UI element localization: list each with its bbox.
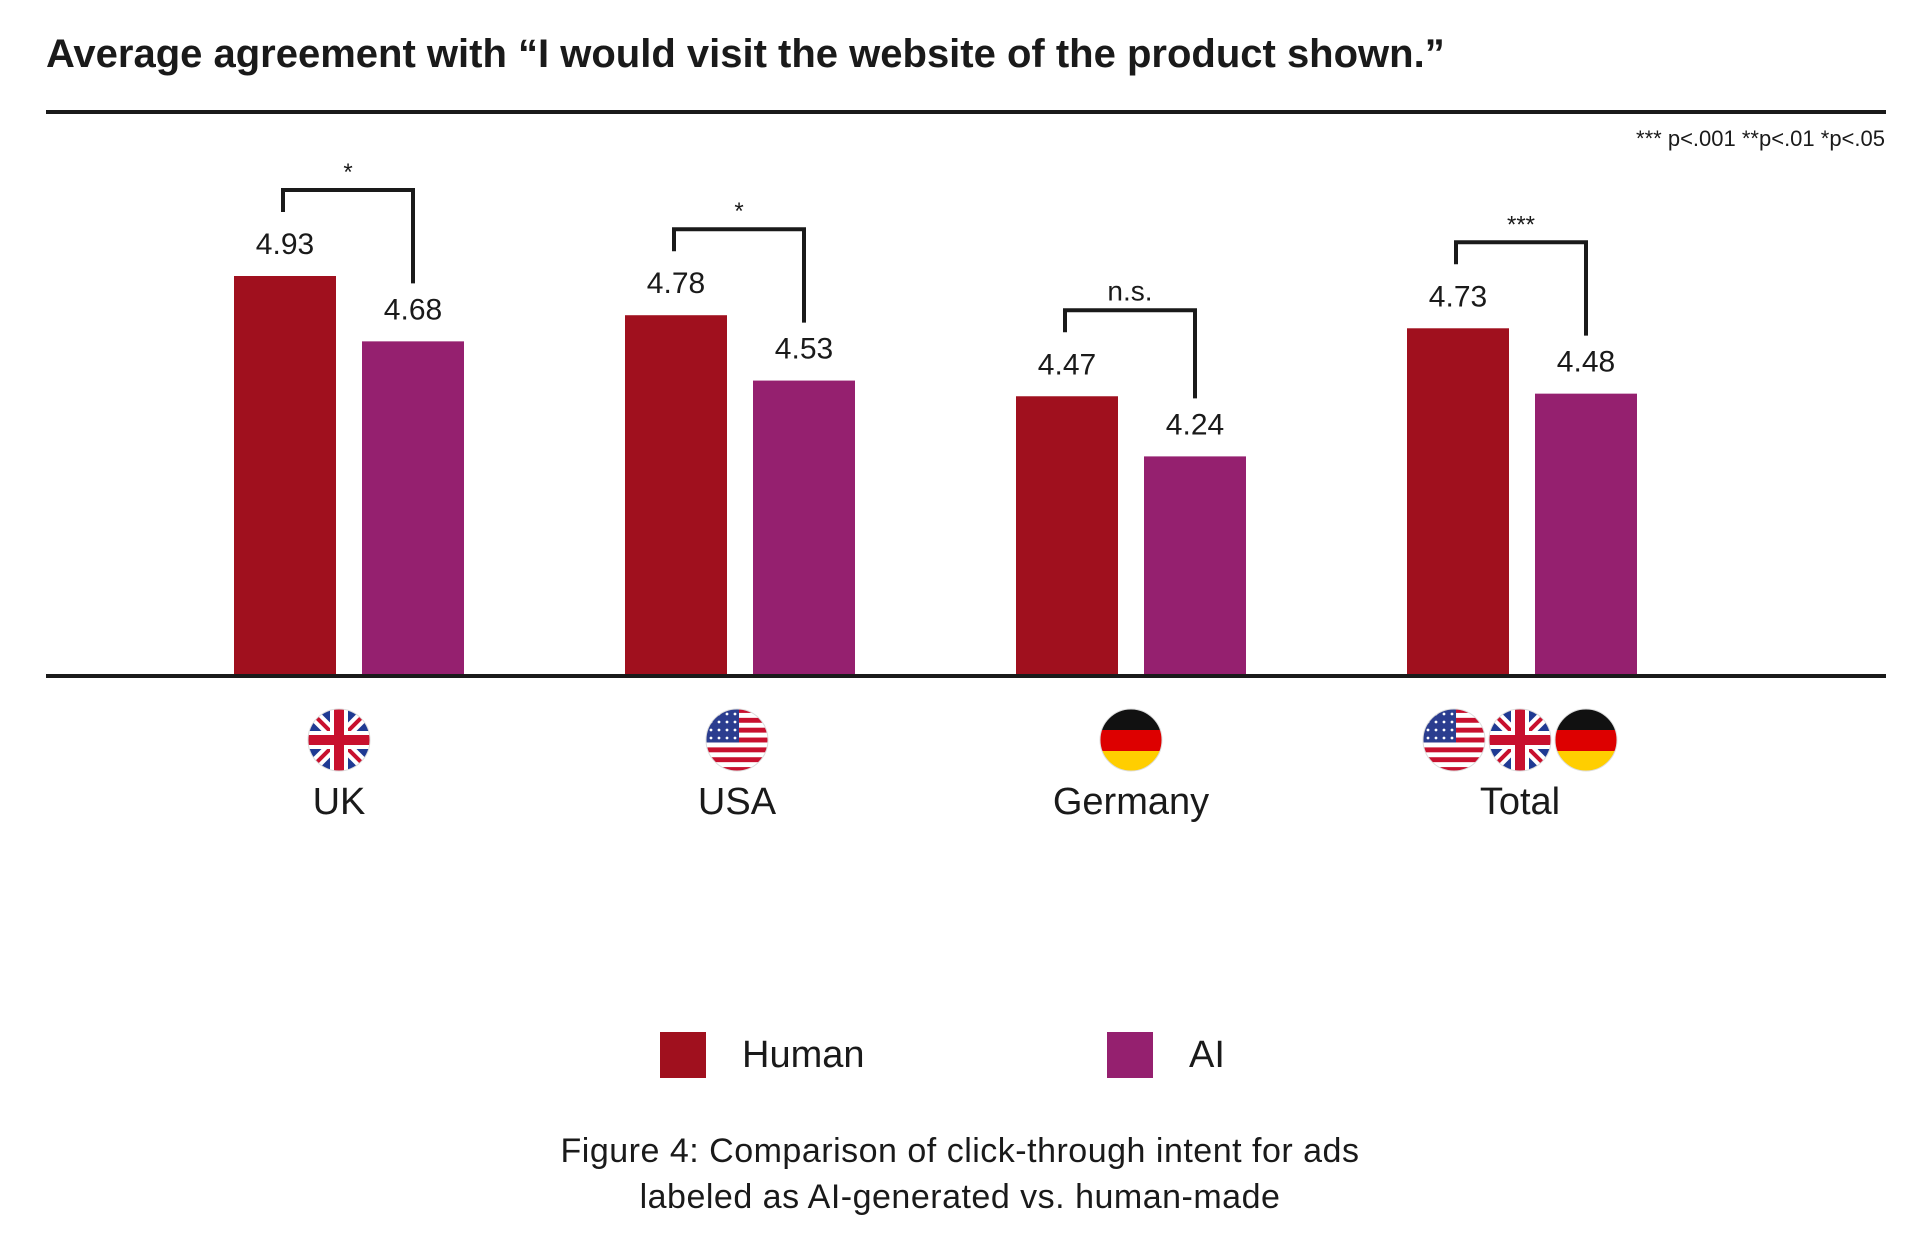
uk-flag-icon	[307, 708, 371, 772]
bar-germany-ai	[1144, 456, 1246, 676]
value-label-total-human: 4.73	[1429, 280, 1487, 313]
figure-caption: Figure 4: Comparison of click-through in…	[360, 1128, 1560, 1220]
germany-flag-icon	[1554, 708, 1618, 772]
category-label-total: Total	[1480, 781, 1560, 823]
usa-flag-icon	[705, 708, 769, 772]
value-label-uk-human: 4.93	[256, 228, 314, 261]
legend-label-human: Human	[742, 1033, 865, 1076]
value-label-germany-ai: 4.24	[1166, 408, 1224, 441]
significance-label-usa: *	[734, 198, 743, 225]
significance-label-germany: n.s.	[1107, 275, 1152, 306]
significance-note: *** p<.001 **p<.01 *p<.05	[1636, 126, 1885, 151]
uk-flag-icon	[1488, 708, 1552, 772]
bar-uk-ai	[362, 341, 464, 676]
value-label-total-ai: 4.48	[1557, 346, 1615, 379]
bar-germany-human	[1016, 396, 1118, 676]
bar-total-ai	[1535, 393, 1637, 676]
legend: Human AI	[660, 1030, 1260, 1080]
value-label-germany-human: 4.47	[1038, 348, 1096, 381]
category-label-germany: Germany	[1053, 781, 1209, 823]
legend-item-ai: AI	[1107, 1030, 1225, 1080]
category-label-usa: USA	[698, 781, 777, 823]
chart-title: Average agreement with “I would visit th…	[46, 32, 1445, 76]
value-label-usa-human: 4.78	[647, 267, 705, 300]
category-label-uk: UK	[313, 781, 366, 823]
legend-swatch-ai	[1107, 1032, 1153, 1078]
caption-line-1: Figure 4: Comparison of click-through in…	[560, 1132, 1360, 1170]
bar-uk-human	[234, 276, 336, 676]
legend-label-ai: AI	[1189, 1033, 1225, 1076]
usa-flag-icon	[1422, 708, 1486, 772]
caption-line-2: labeled as AI-generated vs. human-made	[639, 1178, 1281, 1216]
legend-swatch-human	[660, 1032, 706, 1078]
value-label-uk-ai: 4.68	[384, 293, 442, 326]
bar-usa-ai	[753, 380, 855, 676]
significance-label-uk: *	[343, 159, 352, 186]
germany-flag-icon	[1099, 708, 1163, 772]
significance-bracket-total	[1454, 240, 1588, 336]
bar-total-human	[1407, 328, 1509, 676]
bar-usa-human	[625, 315, 727, 676]
significance-bracket-uk	[281, 188, 415, 284]
significance-bracket-germany	[1063, 308, 1197, 399]
value-label-usa-ai: 4.53	[775, 333, 833, 366]
significance-label-total: ***	[1507, 211, 1535, 238]
legend-item-human: Human	[660, 1030, 865, 1080]
significance-bracket-usa	[672, 227, 806, 323]
